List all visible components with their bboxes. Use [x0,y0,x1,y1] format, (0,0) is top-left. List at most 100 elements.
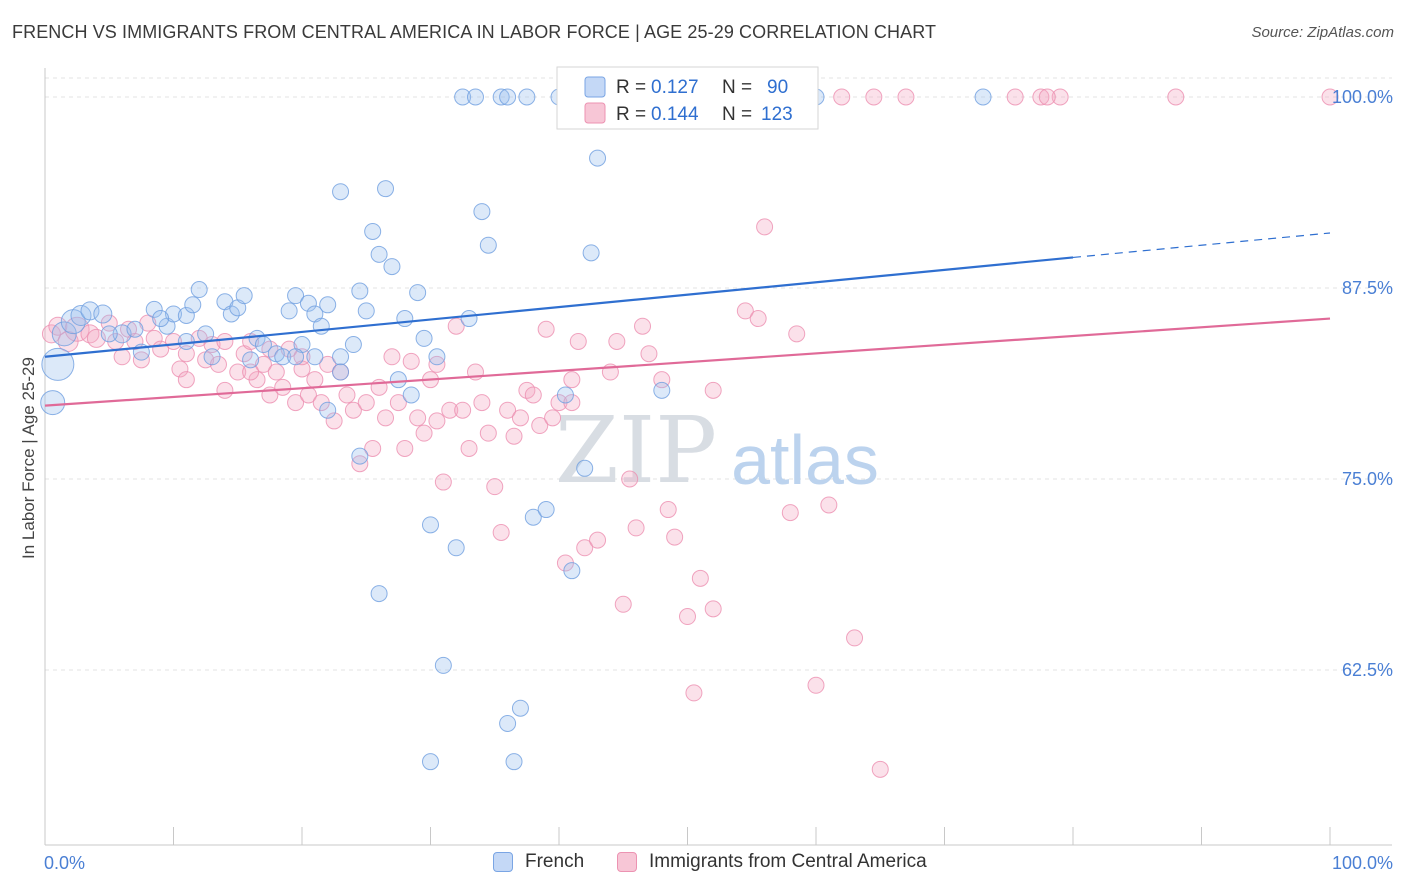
french-point-41 [344,336,362,354]
french-point-15 [184,296,202,314]
french-point-63 [524,508,542,526]
chart-title: FRENCH VS IMMIGRANTS FROM CENTRAL AMERIC… [12,22,937,42]
french-point-45 [377,180,395,198]
immigrants-point-104 [846,629,864,647]
french-point-77 [466,88,484,106]
french-point-37 [332,348,350,366]
french-point-43 [364,222,382,240]
immigrants-point-100 [781,504,799,522]
immigrants-point-112 [865,88,883,106]
french-point-8 [126,320,144,338]
immigrants-point-55 [415,424,433,442]
immigrants-point-54 [409,409,427,427]
immigrants-point-29 [254,355,272,373]
trend-line-french-extension [1072,232,1331,259]
french-point-4 [80,301,100,321]
french-point-72 [332,363,350,381]
y-tick-label-2: 87.5% [1342,278,1393,298]
x-tick-label-min: 0.0% [44,853,85,873]
immigrants-point-86 [627,519,645,537]
legend-n-value-french: 90 [767,77,788,98]
french-point-54 [434,656,452,674]
immigrants-point-116 [1051,88,1069,106]
french-point-64 [537,501,555,519]
immigrants-point-88 [640,345,658,363]
french-point-57 [460,310,478,328]
legend-r-label-french: R = [616,77,646,98]
immigrants-point-0 [41,324,61,344]
french-point-58 [473,203,491,221]
immigrants-point-47 [364,439,382,457]
french-point-74 [152,310,170,328]
immigrants-point-50 [383,348,401,366]
immigrants-point-8 [113,348,131,366]
trend-line-french [44,256,1074,358]
immigrants-point-74 [537,320,555,338]
watermark: ZIP atlas [555,397,879,504]
french-point-42 [332,183,350,201]
french-point-6 [40,390,66,416]
french-point-35 [319,296,337,314]
french-point-73 [287,348,305,366]
immigrants-point-80 [576,539,594,557]
french-point-68 [582,244,600,262]
french-point-40 [357,302,375,320]
french-point-71 [370,585,388,603]
immigrants-point-44 [344,401,362,419]
french-point-36 [319,401,337,419]
legend-r-value-french: 0.127 [651,77,699,98]
immigrants-point-40 [319,355,337,373]
immigrants-point-102 [807,676,825,694]
french-point-16 [190,281,208,299]
french-point-53 [422,516,439,534]
french-point-17 [197,325,215,343]
french-point-22 [235,287,253,305]
legend-item-french[interactable]: French [493,851,584,873]
french-point-32 [306,348,324,366]
legend-r-label-immigrants: R = [616,104,646,125]
immigrants-point-35 [287,394,305,412]
french-point-75 [100,325,118,343]
immigrants-point-84 [614,595,632,613]
immigrants-point-96 [704,381,722,399]
y-axis-label: In Labor Force | Age 25-29 [19,357,38,559]
immigrants-point-32 [267,363,285,381]
immigrants-point-53 [402,352,420,370]
french-point-70 [653,381,671,399]
immigrants-point-119 [1321,88,1339,106]
french-point-44 [370,245,388,263]
immigrants-point-51 [389,394,407,412]
french-point-0 [41,347,75,381]
immigrants-point-75 [544,409,562,427]
immigrants-point-23 [216,332,234,350]
french-point-24 [248,329,266,347]
immigrants-point-95 [704,600,722,618]
immigrants-point-67 [492,523,510,541]
trend-lines [44,232,1331,407]
immigrants-point-92 [679,608,696,626]
french-point-88 [499,88,517,106]
french-point-87 [974,88,992,106]
french-point-14 [177,307,195,325]
french-point-46 [383,258,401,276]
legend-swatch-immigrants-bottom [617,852,637,872]
french-point-48 [396,310,414,328]
immigrants-point-73 [531,417,549,435]
french-point-28 [280,302,298,320]
immigrants-point-99 [756,218,774,236]
french-point-66 [563,562,581,580]
immigrants-point-97 [736,302,754,320]
immigrants-point-107 [293,348,311,366]
french-point-67 [576,459,594,477]
legend-item-immigrants[interactable]: Immigrants from Central America [617,851,927,873]
french-point-52 [428,348,446,366]
french-point-31 [299,294,317,312]
french-point-12 [165,305,182,323]
immigrants-point-93 [685,684,703,702]
immigrants-point-16 [171,360,189,378]
french-point-23 [242,351,260,369]
french-point-59 [479,236,497,254]
immigrants-point-85 [621,470,639,488]
french-point-29 [287,287,305,305]
